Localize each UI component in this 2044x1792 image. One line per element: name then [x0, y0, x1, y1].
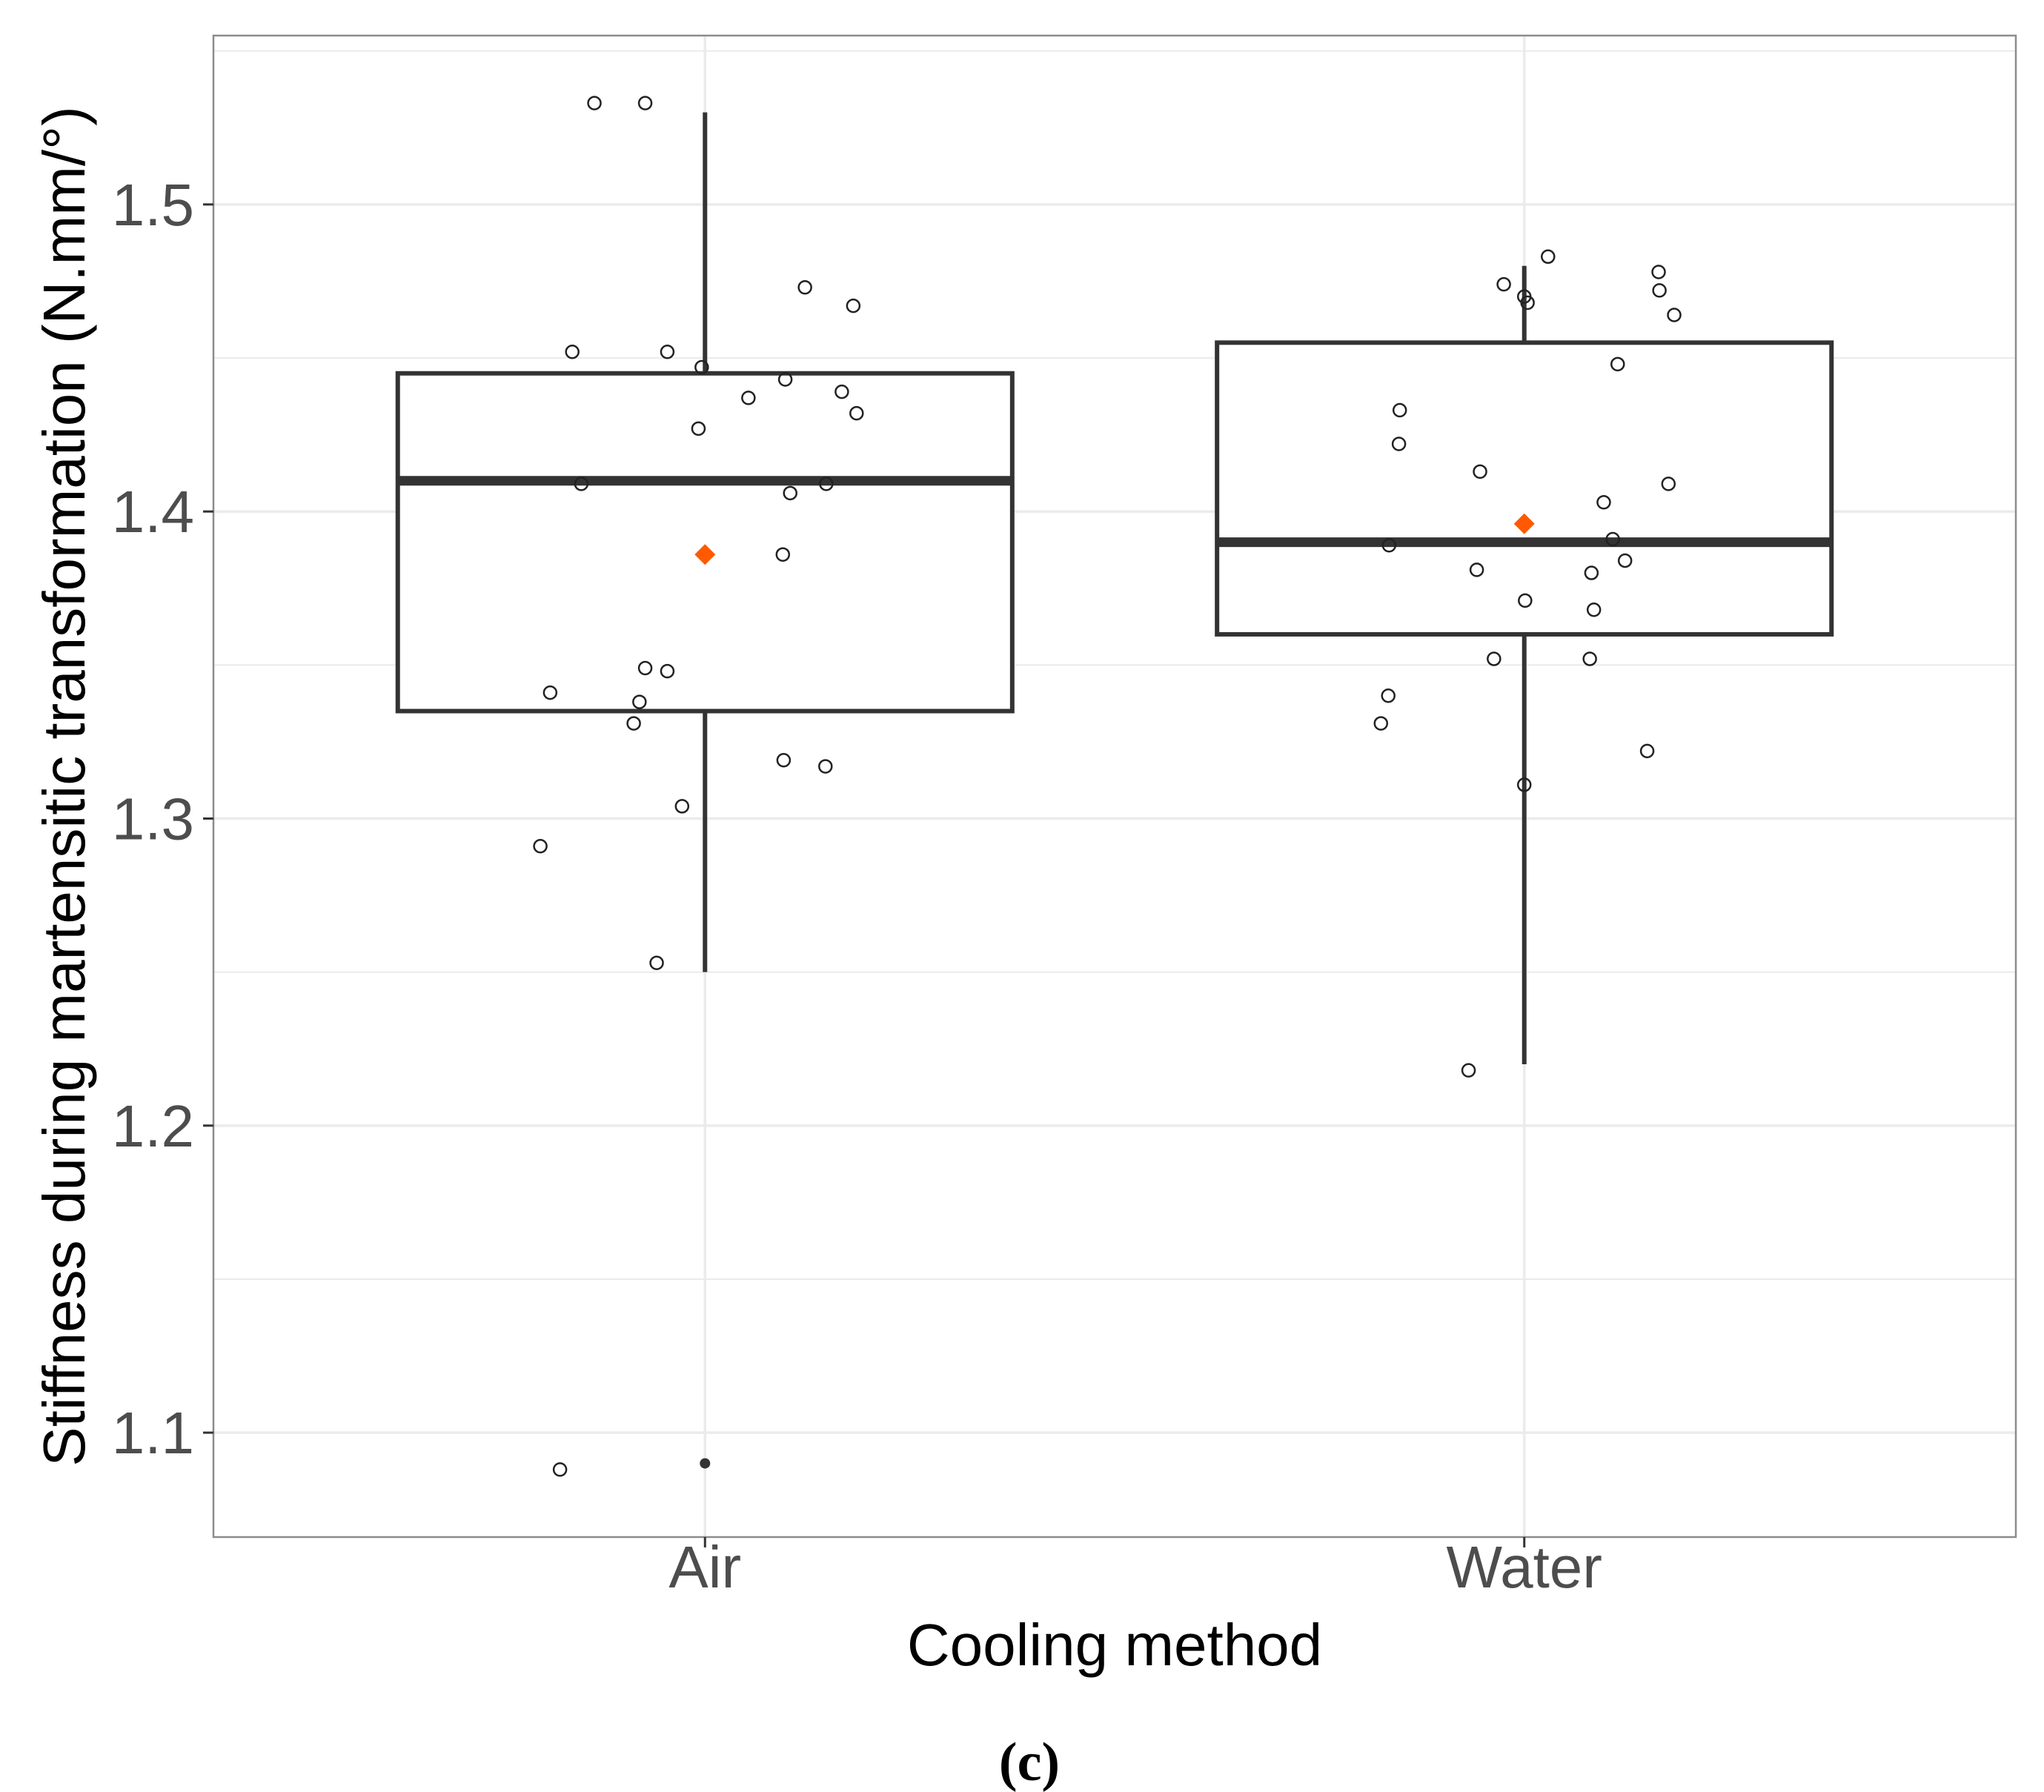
data-point-air [694, 359, 709, 375]
data-point-air [626, 716, 641, 731]
data-point-air [834, 384, 849, 399]
data-point-water [1605, 531, 1620, 547]
data-point-air [552, 1462, 568, 1477]
data-point-water [1584, 565, 1599, 580]
mean-markers [694, 513, 1535, 565]
box-air [395, 371, 1015, 714]
data-points [533, 96, 1682, 1477]
data-point-water [1373, 716, 1389, 731]
mean-marker-air [694, 544, 716, 565]
box-water [1215, 340, 1834, 637]
y-tick-labels: 1.1 1.2 1.3 1.4 1.5 [112, 172, 194, 1466]
data-point-water [1639, 743, 1655, 759]
y-tick-label: 1.3 [112, 786, 194, 852]
data-point-water [1392, 402, 1407, 418]
data-point-water [1469, 563, 1484, 577]
data-point-air [818, 759, 833, 774]
data-point-air [741, 391, 756, 405]
data-point-water [1582, 651, 1597, 666]
x-tick-labels: Air Water [668, 1534, 1602, 1600]
grid-lines [213, 36, 2016, 1537]
data-point-water [1541, 249, 1556, 265]
data-point-air [674, 799, 690, 814]
data-point-water [1518, 593, 1533, 608]
y-tick-label: 1.4 [112, 479, 194, 545]
data-point-air [660, 344, 675, 359]
data-point-air [846, 298, 861, 313]
data-point-water [1381, 688, 1396, 703]
y-tick-label: 1.1 [112, 1400, 194, 1466]
data-point-water [1381, 538, 1397, 553]
whiskers [703, 112, 1527, 1064]
data-point-water [1617, 553, 1633, 568]
data-point-water [1596, 495, 1611, 510]
data-point-air [797, 279, 812, 295]
data-point-air [587, 96, 602, 110]
axis-ticks [203, 203, 1526, 1547]
boxes [395, 340, 1834, 1469]
data-point-air [565, 344, 580, 359]
data-point-air [637, 96, 653, 110]
data-point-air [777, 372, 793, 387]
data-point-water [1667, 308, 1682, 322]
data-point-water [1461, 1063, 1476, 1078]
data-point-water [1516, 777, 1532, 792]
x-tick-label-air: Air [668, 1534, 741, 1600]
data-point-air [632, 694, 647, 709]
data-point-air [533, 839, 548, 854]
y-tick-label: 1.5 [112, 172, 194, 238]
data-point-air [776, 753, 792, 768]
data-point-water [1487, 651, 1502, 666]
data-point-water [1610, 356, 1625, 372]
mean-marker-water [1513, 513, 1535, 534]
data-point-air [637, 660, 653, 676]
data-point-air [819, 477, 834, 491]
outlier-point-air [700, 1458, 711, 1469]
data-point-water [1651, 265, 1666, 279]
data-point-air [660, 663, 675, 679]
data-point-air [542, 685, 558, 700]
x-axis-title: Cooling method [907, 1612, 1322, 1678]
data-point-water [1496, 276, 1511, 292]
data-point-water [1391, 437, 1407, 451]
data-point-water [1586, 603, 1602, 617]
data-point-air [775, 547, 791, 562]
y-axis-title: Stiffness during martensitic transformat… [31, 106, 97, 1467]
figure-caption: (c) [999, 1732, 1060, 1792]
data-point-air [691, 421, 706, 437]
data-point-water [1661, 477, 1676, 491]
data-point-water [1652, 283, 1667, 298]
data-point-water [1473, 464, 1487, 479]
x-tick-label-water: Water [1447, 1534, 1602, 1600]
data-point-air [849, 405, 864, 421]
y-tick-label: 1.2 [112, 1093, 194, 1159]
data-point-air [649, 955, 664, 970]
data-point-air [574, 477, 589, 491]
data-point-water [1520, 295, 1535, 311]
panel-border [212, 34, 2017, 1539]
data-point-air [783, 485, 797, 501]
